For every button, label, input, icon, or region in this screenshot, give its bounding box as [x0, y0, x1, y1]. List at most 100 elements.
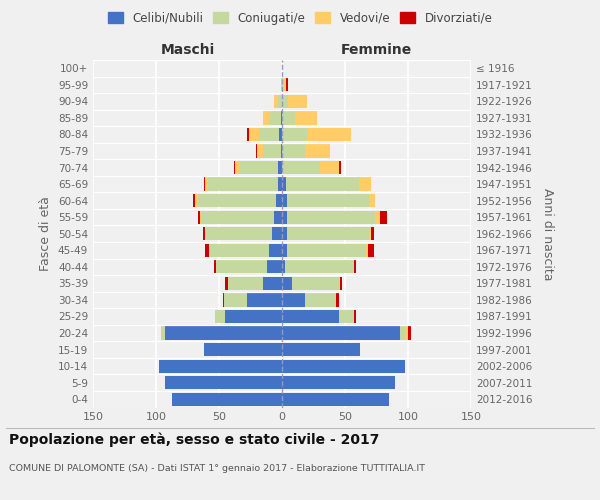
Text: Popolazione per età, sesso e stato civile - 2017: Popolazione per età, sesso e stato civil…: [9, 432, 379, 447]
Bar: [338, 161, 341, 174]
Bar: [204, 178, 205, 190]
Bar: [235, 161, 241, 174]
Bar: [209, 244, 269, 257]
Bar: [281, 144, 282, 158]
Bar: [165, 376, 282, 390]
Bar: [259, 128, 280, 141]
Bar: [274, 95, 278, 108]
Bar: [205, 227, 206, 240]
Bar: [249, 128, 259, 141]
Bar: [369, 227, 371, 240]
Bar: [400, 326, 406, 340]
Bar: [283, 78, 286, 92]
Bar: [287, 244, 367, 257]
Bar: [205, 178, 208, 190]
Bar: [282, 194, 287, 207]
Bar: [282, 227, 287, 240]
Bar: [195, 194, 197, 207]
Bar: [281, 78, 282, 92]
Bar: [287, 194, 369, 207]
Bar: [269, 112, 281, 124]
Bar: [375, 210, 380, 224]
Bar: [282, 128, 307, 141]
Bar: [214, 260, 217, 274]
Bar: [172, 392, 282, 406]
Bar: [282, 78, 283, 92]
Bar: [286, 178, 359, 190]
Bar: [406, 326, 408, 340]
Bar: [206, 227, 272, 240]
Bar: [282, 392, 389, 406]
Bar: [278, 95, 282, 108]
Bar: [161, 326, 165, 340]
Bar: [278, 178, 282, 190]
Bar: [247, 128, 249, 141]
Bar: [226, 277, 228, 290]
Bar: [197, 194, 276, 207]
Bar: [282, 112, 295, 124]
Bar: [223, 294, 224, 306]
Text: Femmine: Femmine: [341, 42, 412, 56]
Bar: [203, 227, 205, 240]
Bar: [272, 227, 282, 240]
Bar: [320, 161, 338, 174]
Bar: [205, 244, 209, 257]
Bar: [371, 227, 374, 240]
Bar: [282, 161, 320, 174]
Bar: [282, 260, 284, 274]
Bar: [368, 244, 374, 257]
Bar: [307, 128, 352, 141]
Bar: [282, 326, 400, 340]
Bar: [241, 161, 278, 174]
Bar: [336, 294, 338, 306]
Bar: [263, 277, 282, 290]
Bar: [263, 144, 281, 158]
Bar: [204, 343, 282, 356]
Bar: [193, 194, 195, 207]
Bar: [269, 244, 282, 257]
Bar: [281, 112, 282, 124]
Bar: [282, 310, 338, 323]
Bar: [282, 294, 305, 306]
Bar: [226, 310, 282, 323]
Bar: [282, 360, 406, 373]
Bar: [284, 260, 354, 274]
Bar: [158, 360, 282, 373]
Bar: [282, 376, 395, 390]
Bar: [282, 144, 305, 158]
Y-axis label: Anni di nascita: Anni di nascita: [541, 188, 554, 280]
Bar: [287, 210, 375, 224]
Bar: [354, 260, 356, 274]
Bar: [359, 178, 371, 190]
Bar: [165, 326, 282, 340]
Bar: [305, 294, 336, 306]
Bar: [256, 144, 257, 158]
Bar: [247, 294, 282, 306]
Bar: [369, 194, 375, 207]
Bar: [340, 277, 343, 290]
Text: Maschi: Maschi: [160, 42, 215, 56]
Bar: [274, 210, 282, 224]
Bar: [295, 112, 317, 124]
Bar: [228, 277, 263, 290]
Bar: [305, 144, 330, 158]
Bar: [257, 144, 263, 158]
Bar: [208, 178, 278, 190]
Bar: [280, 128, 282, 141]
Bar: [380, 210, 386, 224]
Y-axis label: Fasce di età: Fasce di età: [40, 196, 52, 271]
Bar: [286, 78, 288, 92]
Bar: [282, 244, 287, 257]
Bar: [278, 161, 282, 174]
Bar: [267, 260, 282, 274]
Bar: [338, 310, 354, 323]
Legend: Celibi/Nubili, Coniugati/e, Vedovi/e, Divorziati/e: Celibi/Nubili, Coniugati/e, Vedovi/e, Di…: [103, 7, 497, 30]
Bar: [276, 194, 282, 207]
Bar: [215, 310, 226, 323]
Bar: [234, 161, 235, 174]
Bar: [200, 210, 202, 224]
Bar: [282, 95, 289, 108]
Bar: [202, 210, 274, 224]
Bar: [263, 112, 269, 124]
Bar: [289, 95, 307, 108]
